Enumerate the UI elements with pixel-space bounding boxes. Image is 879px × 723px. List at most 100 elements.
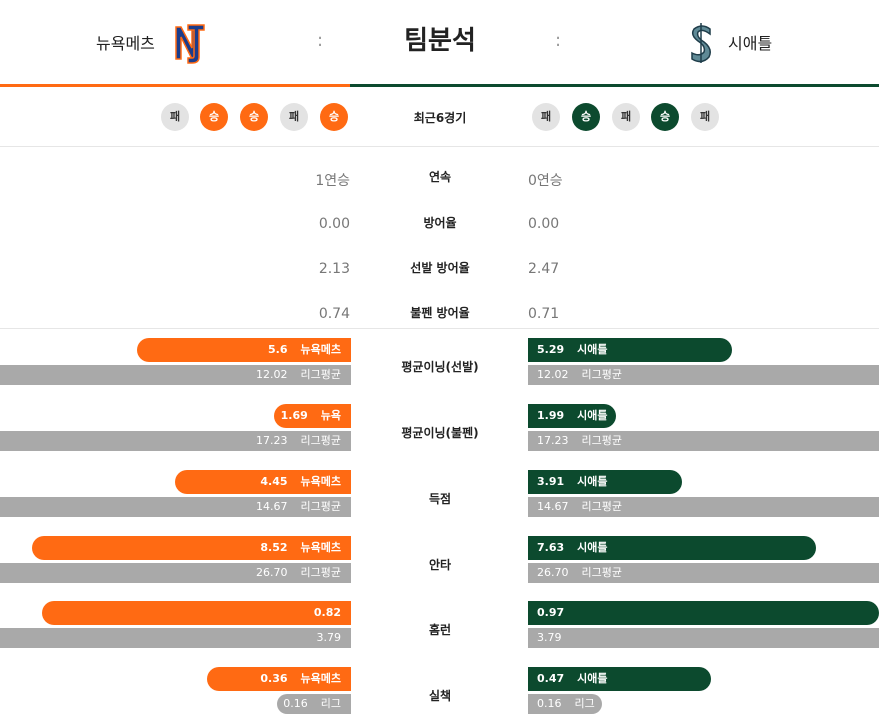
home-league-label: 리그평균 [300, 368, 341, 381]
stat-row: 1연승 연속 0연승 [0, 156, 879, 202]
away-bar: 5.29 시애틀 [528, 338, 732, 362]
home-bar-team: 뉴욕메츠 [300, 541, 341, 554]
away-stat-value: 2.47 [528, 261, 560, 277]
home-league-value: 26.70 [256, 566, 288, 579]
home-stat-value: 0.00 [318, 216, 350, 232]
away-league-label: 리그평균 [581, 500, 622, 513]
home-league-bar: 0.16 리그 [277, 694, 351, 714]
away-league-label: 리그평균 [581, 566, 622, 579]
bar-comparison-row: 5.6 뉴욕메츠 12.02 리그평균 평균이닝(선발) 5.29 시애틀 12.02 리그평균 [0, 338, 879, 404]
home-bar-value: 1.69 [280, 409, 308, 422]
away-league-value: 0.16 [537, 697, 562, 710]
home-bar-team: 뉴욕 [320, 409, 341, 422]
away-bar-value: 0.47 [537, 672, 565, 685]
home-league-value: 14.67 [256, 500, 288, 513]
away-league-bar: 14.67 리그평균 [528, 497, 879, 517]
stat-label: 방어율 [423, 216, 457, 230]
home-bar-team: 뉴욕메츠 [300, 672, 341, 685]
home-league-bar: 14.67 리그평균 [0, 497, 351, 517]
away-bar-value: 3.91 [537, 475, 565, 488]
bar-comparison-row: 1.69 뉴욕 17.23 리그평균 평균이닝(불펜) 1.99 시애틀 17.23 리그평균 [0, 404, 879, 470]
mets-logo-icon[interactable] [170, 19, 206, 65]
result-dot: 승 [240, 103, 268, 131]
stat-row: 2.13 선발 방어율 2.47 [0, 247, 879, 293]
away-stat-value: 0.00 [528, 216, 560, 232]
result-dot: 패 [280, 103, 308, 131]
away-bar: 0.47 시애틀 [528, 667, 711, 691]
away-league-bar: 17.23 리그평균 [528, 431, 879, 451]
away-league-bar: 12.02 리그평균 [528, 365, 879, 385]
home-bar-value: 8.52 [260, 541, 288, 554]
bar-stat-label: 안타 [428, 558, 452, 572]
home-stat-value: 0.74 [318, 306, 350, 322]
bar-stat-label: 실책 [428, 689, 452, 703]
bar-stat-label: 홈런 [428, 623, 452, 637]
away-bar-value: 5.29 [537, 343, 565, 356]
home-league-value: 12.02 [256, 368, 288, 381]
page-title: 팀분석 [404, 26, 476, 56]
away-bar: 7.63 시애틀 [528, 536, 816, 560]
stat-row: 0.74 불펜 방어율 0.71 [0, 292, 879, 338]
away-bar-value: 7.63 [537, 541, 565, 554]
section-divider [0, 328, 879, 329]
home-bar-value: 0.36 [260, 672, 288, 685]
stat-label: 선발 방어율 [410, 261, 470, 275]
home-bar-value: 5.6 [268, 343, 288, 356]
result-dot: 패 [532, 103, 560, 131]
bar-stat-label: 득점 [428, 492, 452, 506]
mariners-logo-icon[interactable] [684, 19, 720, 65]
bar-stat-label: 평균이닝(선발) [401, 360, 479, 374]
away-stat-value: 0.71 [528, 306, 560, 322]
home-team-name[interactable]: 뉴욕메츠 [96, 34, 155, 53]
header-separator: : [317, 30, 324, 51]
away-bar: 0.97 [528, 601, 879, 625]
home-league-label: 리그평균 [300, 566, 341, 579]
stat-label: 연속 [428, 170, 452, 184]
home-stat-value: 2.13 [318, 261, 350, 277]
home-bar: 0.36 뉴욕메츠 [207, 667, 351, 691]
away-bar-value: 0.97 [537, 606, 565, 619]
away-league-bar: 3.79 [528, 628, 879, 648]
away-league-label: 리그평균 [581, 434, 622, 447]
away-league-value: 14.67 [537, 500, 569, 513]
home-bar-value: 4.45 [260, 475, 288, 488]
home-league-bar: 17.23 리그평균 [0, 431, 351, 451]
home-league-label: 리그평균 [300, 500, 341, 513]
match-header: 뉴욕메츠 : 팀분석 : 시애틀 [0, 0, 879, 87]
stat-label: 불펜 방어율 [410, 306, 470, 320]
home-league-bar: 12.02 리그평균 [0, 365, 351, 385]
home-league-label: 리그평균 [300, 434, 341, 447]
away-league-label: 리그 [574, 697, 595, 710]
result-dot: 승 [320, 103, 348, 131]
home-bar: 4.45 뉴욕메츠 [175, 470, 351, 494]
home-bar-team: 뉴욕메츠 [300, 475, 341, 488]
away-bar: 1.99 시애틀 [528, 404, 616, 428]
away-league-bar: 26.70 리그평균 [528, 563, 879, 583]
result-dot: 패 [691, 103, 719, 131]
home-accent-line [0, 84, 350, 87]
away-bar-team: 시애틀 [577, 343, 608, 356]
away-league-value: 3.79 [537, 631, 562, 644]
away-bar-team: 시애틀 [577, 541, 608, 554]
away-league-value: 26.70 [537, 566, 569, 579]
home-bar: 0.82 [42, 601, 351, 625]
away-bar-value: 1.99 [537, 409, 565, 422]
home-bar: 8.52 뉴욕메츠 [32, 536, 351, 560]
away-bar-team: 시애틀 [577, 475, 608, 488]
result-dot: 승 [651, 103, 679, 131]
away-bar-team: 시애틀 [577, 409, 608, 422]
result-dot: 패 [612, 103, 640, 131]
away-league-bar: 0.16 리그 [528, 694, 602, 714]
away-bar-team: 시애틀 [577, 672, 608, 685]
home-league-bar: 26.70 리그평균 [0, 563, 351, 583]
home-league-value: 0.16 [283, 697, 308, 710]
recent-results-label: 최근6경기 [413, 111, 467, 125]
bar-comparison-row: 8.52 뉴욕메츠 26.70 리그평균 안타 7.63 시애틀 26.70 리그평균 [0, 536, 879, 602]
home-stat-value: 1연승 [315, 173, 350, 189]
home-league-value: 3.79 [316, 631, 342, 644]
away-stat-value: 0연승 [528, 173, 563, 189]
result-dot: 승 [200, 103, 228, 131]
result-dot: 패 [161, 103, 189, 131]
away-team-name[interactable]: 시애틀 [728, 34, 773, 53]
